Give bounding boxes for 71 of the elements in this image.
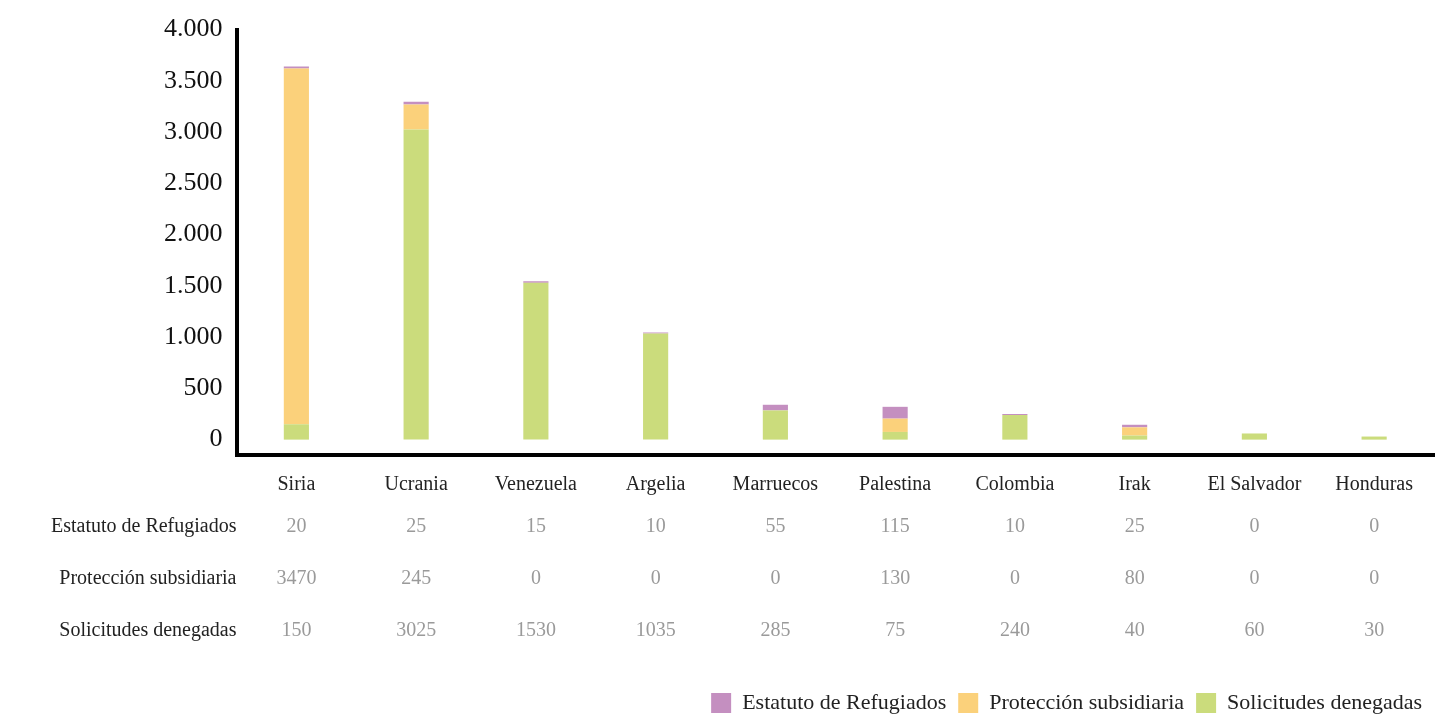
data-label: 0: [530, 566, 541, 589]
bar: [403, 129, 429, 440]
data-label: 245: [401, 566, 432, 589]
y-tick-label: 3.000: [164, 115, 223, 145]
data-label: 0: [1369, 566, 1380, 589]
data-label: 15: [525, 514, 546, 537]
data-label: 0: [1249, 566, 1260, 589]
data-label: 0: [1369, 514, 1380, 537]
text: Estatuto de Refugiados: [50, 514, 237, 537]
x-tick-label: Irak: [1118, 472, 1151, 495]
y-tick-label: 2.500: [164, 167, 223, 197]
y-tick-label: 1.000: [164, 320, 223, 350]
data-label: 40: [1124, 618, 1145, 641]
bar: [1241, 433, 1267, 440]
legend-label: Estatuto de Refugiados: [742, 688, 947, 714]
data-label: 285: [760, 618, 791, 641]
data-label: 240: [999, 618, 1030, 641]
y-tick-label: 3.500: [164, 64, 223, 94]
bar: [643, 333, 669, 440]
y-tick-label: 500: [183, 372, 223, 402]
data-label: 1530: [515, 618, 556, 641]
data-label: 10: [1004, 514, 1025, 537]
bar: [1361, 436, 1387, 440]
data-label: 30: [1364, 618, 1385, 641]
text: Protección subsidiaria: [59, 566, 237, 589]
data-label: 10: [645, 514, 666, 537]
x-tick-label: Ucrania: [384, 472, 448, 495]
x-tick-label: Argelia: [625, 472, 686, 496]
data-label: 3470: [276, 566, 317, 589]
data-label: 130: [880, 566, 911, 589]
data-label: 75: [885, 618, 906, 641]
bar: [762, 410, 788, 440]
data-label: 25: [406, 514, 427, 537]
y-tick-label: 0: [209, 423, 223, 453]
data-label: 115: [880, 514, 910, 537]
data-label: 0: [1249, 514, 1260, 537]
bar: [1002, 415, 1028, 440]
data-label: 60: [1244, 618, 1265, 641]
x-tick-label: Siria: [277, 472, 316, 495]
bar: [882, 418, 908, 432]
data-label: 150: [281, 618, 312, 641]
bar: [882, 406, 908, 419]
data-label: 1035: [635, 618, 676, 641]
data-label: 0: [1009, 566, 1020, 589]
data-label: 3025: [396, 618, 437, 641]
x-tick-label: Colombia: [975, 472, 1055, 495]
legend-label: Protección subsidiaria: [989, 688, 1185, 714]
bar: [523, 282, 549, 440]
data-label: 0: [770, 566, 781, 589]
bar: [403, 104, 429, 130]
x-tick-label: Honduras: [1335, 472, 1414, 495]
legend-label: Solicitudes denegadas: [1227, 688, 1423, 714]
x-tick-label: El Salvador: [1207, 472, 1302, 495]
x-tick-label: Venezuela: [494, 472, 578, 495]
x-tick-label: Palestina: [859, 472, 932, 495]
data-label: 20: [286, 514, 307, 537]
bar: [1122, 435, 1148, 440]
y-tick-label: 4.000: [164, 13, 223, 43]
bar: [1122, 427, 1148, 436]
bar: [283, 66, 309, 69]
y-tick-label: 1.500: [164, 269, 223, 299]
y-tick-label: 2.000: [164, 218, 223, 248]
x-tick-label: Marruecos: [732, 472, 819, 495]
bar: [882, 431, 908, 440]
data-label: 25: [1124, 514, 1145, 537]
data-label: 55: [765, 514, 786, 537]
data-label: 80: [1124, 566, 1145, 589]
bar: [283, 424, 309, 440]
bar: [283, 68, 309, 425]
text: Solicitudes denegadas: [59, 618, 237, 641]
data-label: 0: [650, 566, 661, 589]
